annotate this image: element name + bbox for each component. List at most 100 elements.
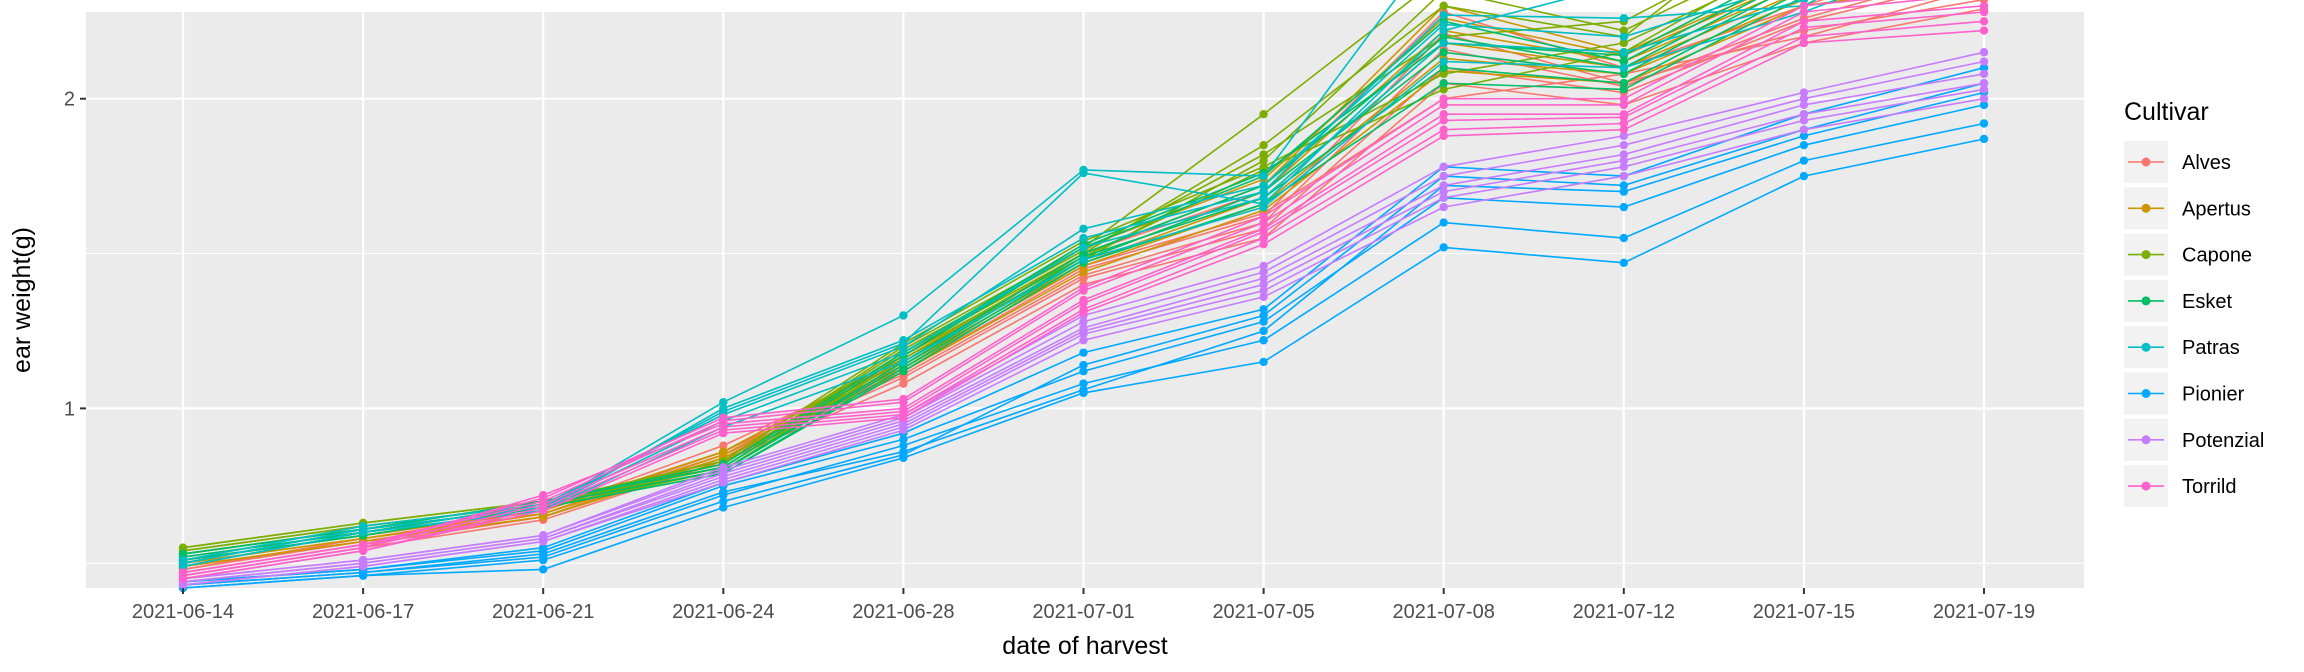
data-point-torrild — [1439, 109, 1448, 119]
data-point-capone — [1259, 140, 1268, 150]
data-point-pionier — [719, 487, 728, 497]
data-point-potenzial — [1079, 323, 1088, 333]
data-point-pionier — [899, 450, 908, 460]
x-tick-label: 2021-07-08 — [1393, 601, 1495, 623]
data-point-pionier — [1259, 317, 1268, 326]
data-point-potenzial — [1439, 187, 1448, 196]
x-tick-label: 2021-07-05 — [1212, 601, 1314, 623]
x-axis-title: date of harvest — [1002, 632, 1167, 660]
data-point-potenzial — [1979, 57, 1989, 66]
x-tick-label: 2021-06-14 — [132, 601, 234, 623]
data-point-pionier — [1979, 63, 1989, 72]
data-point-torrild — [539, 506, 548, 515]
y-tick-label: 1 — [64, 398, 75, 420]
legend-items: Alves Apertus Capone Esket Patras Pionier Pote… — [2124, 141, 2264, 508]
data-point-patras — [1079, 224, 1088, 233]
data-point-torrild — [719, 428, 728, 438]
data-point-torrild — [899, 394, 908, 404]
data-point-esket — [1619, 69, 1629, 79]
data-point-torrild — [899, 413, 908, 422]
data-point-pionier — [1259, 326, 1268, 336]
data-point-torrild — [1979, 26, 1989, 35]
data-point-esket — [899, 367, 908, 376]
data-point-torrild — [1259, 212, 1268, 221]
data-point-esket — [1439, 79, 1448, 88]
data-point-potenzial — [1259, 274, 1268, 283]
x-tick-label: 2021-07-12 — [1573, 601, 1675, 623]
data-point-pionier — [539, 555, 548, 565]
legend-key-point — [2141, 481, 2151, 491]
data-point-pionier — [899, 435, 908, 444]
data-point-patras — [1439, 20, 1448, 29]
data-point-pionier — [1799, 171, 1809, 181]
data-point-potenzial — [1979, 69, 1989, 79]
legend-label-torrild: Torrild — [2182, 476, 2236, 498]
data-point-torrild — [1619, 125, 1629, 134]
data-point-potenzial — [1259, 261, 1268, 271]
data-point-potenzial — [1079, 317, 1088, 326]
y-axis-title: ear weight(g) — [8, 227, 36, 373]
data-point-pionier — [539, 565, 548, 574]
data-point-apertus — [719, 447, 728, 456]
data-point-torrild — [1439, 100, 1448, 110]
data-point-torrild — [1619, 119, 1629, 128]
data-point-potenzial — [1619, 162, 1629, 172]
data-point-pionier — [1079, 379, 1088, 388]
series-layer — [178, 0, 1989, 593]
data-point-pionier — [539, 543, 548, 552]
data-point-esket — [178, 549, 188, 559]
data-point-pionier — [1079, 367, 1088, 376]
data-point-torrild — [358, 546, 368, 556]
x-tick-label: 2021-07-01 — [1032, 601, 1134, 623]
x-tick-label: 2021-07-19 — [1933, 601, 2035, 623]
data-point-potenzial — [178, 580, 188, 590]
legend-key-point — [2141, 157, 2151, 167]
data-point-patras — [1079, 255, 1088, 264]
data-point-patras — [1259, 171, 1268, 181]
data-point-potenzial — [1619, 131, 1629, 141]
data-point-potenzial — [1979, 85, 1989, 94]
legend-key-point — [2141, 296, 2151, 306]
data-point-pionier — [1259, 357, 1268, 367]
data-point-patras — [1619, 63, 1629, 72]
data-point-torrild — [1259, 233, 1268, 243]
data-point-apertus — [1079, 267, 1088, 277]
data-point-torrild — [1799, 1, 1809, 11]
data-point-torrild — [1259, 240, 1268, 249]
data-point-torrild — [719, 413, 728, 422]
data-point-pionier — [1259, 311, 1268, 320]
data-point-torrild — [1799, 17, 1809, 26]
data-point-pionier — [719, 497, 728, 506]
data-point-patras — [1259, 187, 1268, 196]
legend: Cultivar Alves Apertus Capone Esket Patras Pi… — [2116, 88, 2304, 508]
data-point-potenzial — [1799, 94, 1809, 103]
data-point-torrild — [1619, 94, 1629, 103]
data-point-potenzial — [1799, 116, 1809, 125]
data-point-potenzial — [1439, 202, 1448, 212]
data-point-pionier — [1979, 134, 1989, 144]
x-tick-label: 2021-06-21 — [492, 601, 594, 623]
data-point-potenzial — [1619, 156, 1629, 165]
data-point-capone — [1619, 26, 1629, 35]
data-point-patras — [899, 357, 908, 367]
data-point-torrild — [1799, 23, 1809, 32]
data-point-potenzial — [719, 475, 728, 484]
data-point-potenzial — [1259, 267, 1268, 277]
data-point-torrild — [178, 568, 188, 577]
data-point-patras — [1439, 10, 1448, 20]
data-point-patras — [358, 524, 368, 534]
data-point-patras — [719, 397, 728, 407]
data-point-torrild — [1439, 116, 1448, 125]
data-point-torrild — [539, 500, 548, 509]
data-point-pionier — [1079, 348, 1088, 357]
data-point-torrild — [1079, 308, 1088, 317]
data-point-potenzial — [899, 422, 908, 432]
data-point-capone — [1259, 150, 1268, 159]
legend-key-point — [2141, 250, 2151, 260]
data-point-pionier — [1619, 233, 1629, 243]
data-point-potenzial — [1439, 171, 1448, 181]
data-point-patras — [1259, 199, 1268, 209]
data-point-torrild — [1979, 1, 1989, 11]
data-point-potenzial — [358, 555, 368, 565]
